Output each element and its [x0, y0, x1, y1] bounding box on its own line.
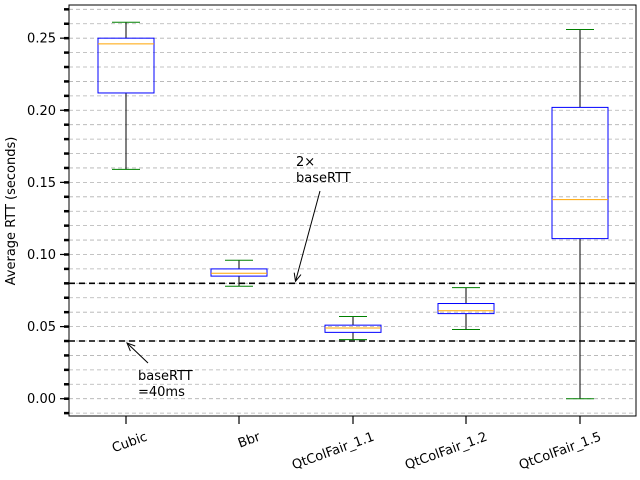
x-tick-label: Cubic [110, 430, 149, 457]
reference-lines [69, 282, 636, 342]
box-QtColFair_1.2 [437, 287, 495, 330]
x-tick-label: Bbr [236, 429, 263, 451]
annotation-arrow-baseRTT-shaft [126, 342, 149, 364]
iqr-box [97, 37, 155, 94]
box-QtColFair_1.1 [324, 315, 382, 341]
iqr-box [551, 106, 609, 240]
y-tick-label: 0.20 [27, 104, 56, 119]
annotation-arrow-2x-shaft [295, 190, 321, 282]
annotation-text-baseRTT: baseRTT [138, 369, 193, 384]
iqr-box [437, 303, 495, 315]
boxes [97, 21, 609, 400]
y-tick-label: 0.05 [27, 320, 56, 335]
box-Bbr [210, 259, 268, 287]
annotation-text-baseRTT: =40ms [138, 385, 185, 400]
x-tick-label: QtColFair_1.2 [403, 430, 489, 474]
y-tick-label: 0.15 [27, 176, 56, 191]
iqr-box [324, 324, 382, 333]
iqr-box [210, 268, 268, 277]
y-tick-label: 0.25 [27, 32, 56, 47]
y-tick-label: 0.00 [27, 392, 56, 407]
annotation-text-2x: 2× [296, 155, 315, 170]
y-axis-label: Average RTT (seconds) [4, 137, 19, 286]
axes: 0.00 0.05 0.10 0.15 0.20 0.25 Cubic Bbr QtColFai… [27, 4, 637, 474]
box-Cubic [97, 21, 155, 170]
x-tick-label: QtColFair_1.5 [517, 430, 603, 474]
annotation-text-2x: baseRTT [296, 171, 351, 186]
box-QtColFair_1.5 [551, 29, 609, 400]
annotation-arrow-2x-head [293, 272, 302, 283]
annotation-arrow-baseRTT-head [126, 342, 136, 352]
x-tick-label: QtColFair_1.1 [290, 430, 376, 474]
y-tick-label: 0.10 [27, 248, 56, 263]
